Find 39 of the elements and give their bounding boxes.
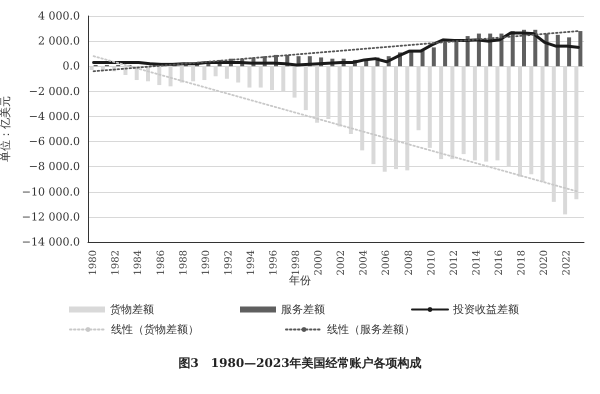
y-tick-label: −2 000.0 xyxy=(28,84,80,98)
x-tick-label: 1988 xyxy=(178,250,190,276)
x-tick-label: 2020 xyxy=(539,250,550,276)
x-tick-label: 2008 xyxy=(404,250,415,276)
x-tick-label: 1980 xyxy=(88,250,100,276)
x-tick-label: 2004 xyxy=(358,250,370,276)
x-tick-label: 2018 xyxy=(516,250,528,276)
y-tick-label: −8 000.0 xyxy=(28,160,80,174)
legend-label: 线性（服务差额） xyxy=(327,323,415,336)
x-tick-label: 2010 xyxy=(426,250,438,276)
y-tick-label: −4 000.0 xyxy=(28,110,80,123)
x-tick-label: 2012 xyxy=(448,250,460,276)
y-tick-label: 0.0 xyxy=(62,60,80,73)
legend-label: 货物差额 xyxy=(110,303,154,316)
x-tick-label: 2014 xyxy=(471,250,482,276)
legend-label: 线性（货物差额） xyxy=(111,323,199,336)
x-tick-label: 2002 xyxy=(336,250,348,276)
x-tick-label: 2022 xyxy=(562,250,573,276)
legend-label: 投资收益差额 xyxy=(452,303,519,316)
x-tick-label: 2006 xyxy=(381,250,392,276)
x-tick-label: 1994 xyxy=(246,250,257,276)
x-axis-title: 年份 xyxy=(289,274,311,287)
y-tick-label: −12 000.0 xyxy=(22,210,80,224)
x-tick-label: 1986 xyxy=(156,250,167,276)
y-tick-label: −6 000.0 xyxy=(28,135,80,148)
text: 图3 1980—2023年美国经常账户各项构成 xyxy=(178,356,422,370)
legend-label: 服务差额 xyxy=(281,303,325,316)
y-tick-label: 4 000.0 xyxy=(38,10,80,22)
x-tick-label: 2000 xyxy=(314,250,325,276)
y-tick-label: 2 000.0 xyxy=(38,34,80,48)
x-tick-label: 1990 xyxy=(200,250,212,276)
x-tick-label: 2016 xyxy=(494,250,505,276)
x-tick-label: 1992 xyxy=(223,250,234,276)
y-tick-label: −10 000.0 xyxy=(22,185,80,198)
y-tick-label: −14 000.0 xyxy=(22,236,80,248)
x-tick-label: 1998 xyxy=(291,250,302,276)
x-tick-label: 1996 xyxy=(268,250,280,276)
x-tick-label: 1982 xyxy=(110,250,122,276)
x-tick-label: 1984 xyxy=(133,250,144,276)
